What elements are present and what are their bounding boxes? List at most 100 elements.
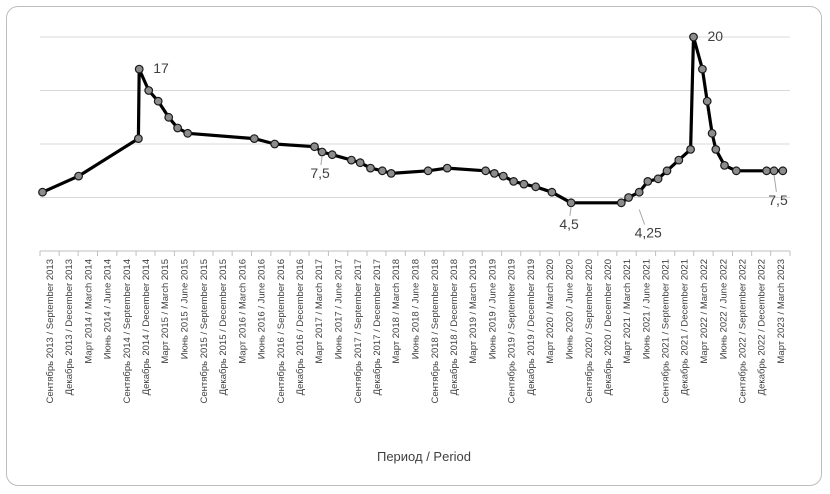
x-tick-label: Сентябрь 2022 / September 2022 <box>738 259 749 404</box>
data-point <box>498 171 508 181</box>
x-tick-label: Март 2015 / March 2015 <box>160 259 171 364</box>
x-tick-label: Сентябрь 2017 / September 2017 <box>353 259 364 404</box>
x-tick-label: Декабрь 2017 / December 2017 <box>372 259 383 395</box>
data-point <box>519 179 529 189</box>
data-point <box>566 198 576 208</box>
data-point <box>386 168 396 178</box>
x-tick-label: Март 2016 / March 2016 <box>237 259 248 364</box>
x-tick-label: Декабрь 2016 / December 2016 <box>295 259 306 395</box>
annotation-leader <box>569 206 572 216</box>
data-point <box>74 171 83 181</box>
x-tick-label: Июнь 2020 / June 2020 <box>565 259 576 359</box>
chart-frame <box>6 6 822 486</box>
data-point <box>769 166 779 176</box>
x-tick-label: Март 2017 / March 2017 <box>314 259 325 364</box>
annotations-layer: 17 7,5 4,5 4,25 20 7,5 <box>153 28 788 241</box>
x-tick-label: Март 2014 / March 2014 <box>83 259 94 364</box>
x-tick-label: Сентябрь 2020 / September 2020 <box>584 259 595 404</box>
data-point <box>778 166 788 176</box>
data-point <box>270 139 280 149</box>
x-tick-label: Июнь 2015 / June 2015 <box>180 259 191 359</box>
x-tick-label: Сентябрь 2015 / September 2015 <box>199 259 210 404</box>
x-tick-label: Сентябрь 2016 / September 2016 <box>276 259 287 404</box>
x-tick-label: Сентябрь 2018 / September 2018 <box>430 259 441 404</box>
x-tick-label: Июнь 2021 / June 2021 <box>641 259 652 359</box>
annotation-leader <box>320 155 323 166</box>
x-tick-label: Декабрь 2014 / December 2014 <box>141 259 152 395</box>
data-point <box>711 144 721 154</box>
x-tick-label: Декабрь 2019 / December 2019 <box>526 259 537 395</box>
data-point <box>164 112 174 122</box>
data-point <box>624 193 633 202</box>
data-label: 7,5 <box>310 165 330 181</box>
data-point <box>662 166 672 176</box>
x-tick-label: Декабрь 2015 / December 2015 <box>218 259 229 395</box>
data-point <box>442 163 452 173</box>
x-tick-label: Декабрь 2013 / December 2013 <box>64 259 75 395</box>
data-point <box>377 166 387 176</box>
x-axis: Сентябрь 2013 / September 2013 Декабрь 20… <box>39 250 791 404</box>
x-tick-label: Июнь 2014 / June 2014 <box>103 259 114 359</box>
x-tick-label: Март 2023 / March 2023 <box>776 259 787 364</box>
data-point <box>547 187 557 197</box>
data-point <box>653 174 663 184</box>
x-tick-label: Сентябрь 2014 / September 2014 <box>122 259 133 404</box>
data-point <box>153 96 163 106</box>
data-label: 4,5 <box>559 216 579 232</box>
data-point <box>702 96 712 106</box>
data-point <box>481 166 491 176</box>
x-tick-label: Март 2020 / March 2020 <box>545 259 556 364</box>
data-point <box>707 128 717 138</box>
data-point <box>643 176 653 186</box>
data-point <box>183 128 193 138</box>
x-tick-label: Июнь 2022 / June 2022 <box>718 259 729 359</box>
x-tick-label: Июнь 2017 / June 2017 <box>334 259 345 359</box>
data-label: 20 <box>708 28 724 44</box>
data-point <box>531 182 541 192</box>
data-point <box>689 32 698 42</box>
x-tick-label: Сентябрь 2013 / September 2013 <box>45 259 56 404</box>
data-point <box>249 134 259 144</box>
data-point <box>317 147 327 157</box>
x-tick-label: Декабрь 2020 / December 2020 <box>603 259 614 395</box>
data-point <box>634 187 644 197</box>
data-point <box>355 158 365 168</box>
x-tick-label: Декабрь 2018 / December 2018 <box>449 259 460 395</box>
data-point <box>133 134 143 144</box>
data-point <box>698 64 707 74</box>
x-tick-label: Декабрь 2022 / December 2022 <box>757 259 768 395</box>
data-point <box>490 168 499 178</box>
data-point <box>144 86 154 95</box>
data-point <box>423 166 433 176</box>
gridlines <box>40 36 790 198</box>
x-axis-title: Период / Period <box>377 449 471 464</box>
x-tick-label: Сентябрь 2021 / September 2021 <box>661 259 672 404</box>
data-point <box>731 166 741 176</box>
x-tick-label: Декабрь 2021 / December 2021 <box>680 259 691 395</box>
data-point <box>674 155 684 165</box>
x-tick-label: Июнь 2019 / June 2019 <box>487 259 498 359</box>
x-tick-label: Июнь 2018 / June 2018 <box>411 259 422 359</box>
data-point <box>762 166 771 176</box>
data-point <box>686 144 695 154</box>
data-point <box>134 64 144 74</box>
data-point <box>327 150 337 160</box>
data-point <box>173 123 183 133</box>
data-label: 7,5 <box>768 192 788 208</box>
series-layer <box>38 32 788 208</box>
data-point <box>38 187 47 197</box>
data-point <box>616 198 626 208</box>
x-tick-label: Март 2019 / March 2019 <box>468 259 479 364</box>
x-tick-label: Март 2021 / March 2021 <box>622 259 633 364</box>
x-tick-label: Сентябрь 2019 / September 2019 <box>507 259 518 404</box>
x-tick-label: Март 2018 / March 2018 <box>391 259 402 364</box>
data-label: 4,25 <box>635 225 662 241</box>
x-tick-label: Июнь 2016 / June 2016 <box>257 259 268 359</box>
data-point <box>720 160 729 170</box>
data-label: 17 <box>153 60 169 76</box>
data-point <box>347 155 356 165</box>
annotation-leader <box>638 209 646 225</box>
data-point <box>310 142 319 152</box>
x-tick-label: Март 2022 / March 2022 <box>699 259 710 364</box>
